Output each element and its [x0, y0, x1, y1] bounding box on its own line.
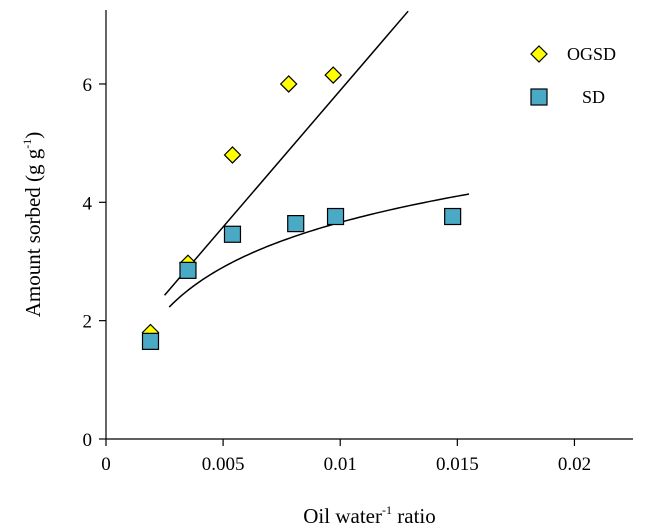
y-tick-label: 6	[83, 75, 93, 96]
sd-point	[444, 207, 462, 226]
y-axis-title-main: Amount sorbed (g g	[21, 148, 45, 317]
legend-label-sd: SD	[582, 87, 605, 107]
legend-marker-sd	[530, 88, 548, 106]
y-axis-title-suffix: )	[21, 132, 45, 139]
y-axis-title-superscript: -1	[20, 139, 34, 149]
y-axis-title: Amount sorbed (g g-1)	[20, 132, 45, 318]
axes	[105, 10, 633, 440]
x-axis-title-suffix: ratio	[392, 504, 436, 528]
x-ticks: 0 0.005 0.01 0.015 0.02	[101, 439, 591, 475]
x-tick-label: 0.015	[436, 454, 479, 475]
ogsd-point	[324, 66, 343, 84]
ogsd-point	[279, 75, 298, 93]
sd-point	[223, 225, 242, 243]
x-axis-title-superscript: -1	[382, 503, 392, 517]
legend-label-ogsd: OGSD	[567, 44, 616, 64]
sd-point	[326, 207, 345, 226]
ogsd-point	[223, 146, 242, 164]
y-ticks: 0 2 4 6	[83, 75, 106, 451]
x-tick-label: 0	[101, 454, 111, 475]
trendlines	[163, 10, 470, 308]
x-tick-label: 0.02	[558, 454, 591, 475]
x-tick-label: 0.01	[324, 454, 357, 475]
sd-point	[141, 332, 160, 350]
y-tick-label: 0	[83, 430, 93, 451]
y-tick-label: 2	[83, 312, 93, 333]
x-axis-title: Oil water-1 ratio	[303, 503, 435, 528]
trendline-sd	[168, 193, 470, 308]
sd-point	[179, 261, 197, 279]
x-axis-title-main: Oil water	[303, 504, 382, 528]
y-tick-label: 4	[83, 193, 93, 214]
x-tick-label: 0.005	[202, 454, 245, 475]
data-points	[141, 66, 462, 350]
legend: OGSD SD	[530, 44, 616, 107]
trendline-ogsd	[163, 10, 409, 296]
sd-point	[287, 215, 305, 233]
legend-marker-ogsd	[530, 45, 548, 63]
